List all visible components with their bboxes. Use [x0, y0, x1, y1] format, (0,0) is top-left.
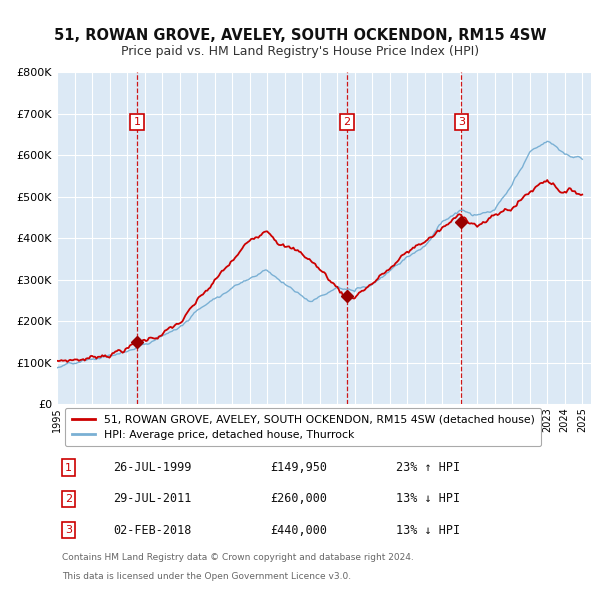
Text: 23% ↑ HPI: 23% ↑ HPI	[396, 461, 460, 474]
Text: 3: 3	[65, 525, 72, 535]
Text: 02-FEB-2018: 02-FEB-2018	[113, 524, 191, 537]
Text: 13% ↓ HPI: 13% ↓ HPI	[396, 524, 460, 537]
Text: £149,950: £149,950	[271, 461, 328, 474]
Text: 51, ROWAN GROVE, AVELEY, SOUTH OCKENDON, RM15 4SW: 51, ROWAN GROVE, AVELEY, SOUTH OCKENDON,…	[54, 28, 546, 43]
Text: 2: 2	[344, 117, 350, 127]
Text: This data is licensed under the Open Government Licence v3.0.: This data is licensed under the Open Gov…	[62, 572, 352, 581]
Text: £440,000: £440,000	[271, 524, 328, 537]
Text: 26-JUL-1999: 26-JUL-1999	[113, 461, 191, 474]
Text: 2: 2	[65, 494, 73, 504]
Legend: 51, ROWAN GROVE, AVELEY, SOUTH OCKENDON, RM15 4SW (detached house), HPI: Average: 51, ROWAN GROVE, AVELEY, SOUTH OCKENDON,…	[65, 408, 541, 446]
Text: 29-JUL-2011: 29-JUL-2011	[113, 493, 191, 506]
Text: Contains HM Land Registry data © Crown copyright and database right 2024.: Contains HM Land Registry data © Crown c…	[62, 553, 414, 562]
Text: 1: 1	[134, 117, 140, 127]
Text: 1: 1	[65, 463, 72, 473]
Text: 3: 3	[458, 117, 465, 127]
Text: £260,000: £260,000	[271, 493, 328, 506]
Text: Price paid vs. HM Land Registry's House Price Index (HPI): Price paid vs. HM Land Registry's House …	[121, 45, 479, 58]
Text: 13% ↓ HPI: 13% ↓ HPI	[396, 493, 460, 506]
